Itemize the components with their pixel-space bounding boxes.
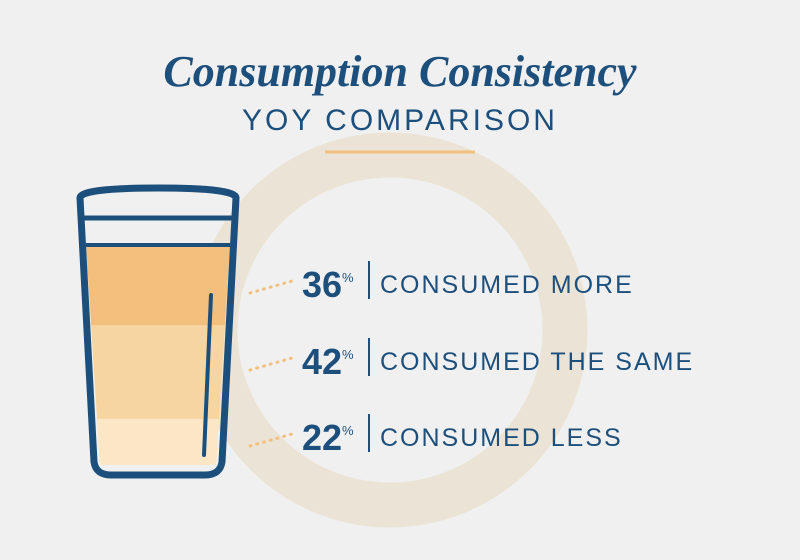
category-label: CONSUMED LESS [380, 424, 623, 452]
subtitle: YOY COMPARISON [242, 104, 558, 137]
liquid-layer [86, 325, 230, 419]
leader-dots [248, 279, 294, 295]
value-label: 42% [302, 341, 354, 382]
glass-shine [202, 293, 213, 457]
value-number: 36 [302, 264, 342, 305]
leader-dots [248, 356, 294, 372]
liquid-layer [86, 245, 230, 326]
value-label: 22% [302, 417, 354, 458]
liquid-layer [86, 418, 230, 465]
value-number: 42 [302, 341, 342, 382]
value-unit: % [342, 423, 354, 438]
category-label: CONSUMED THE SAME [380, 348, 694, 376]
background-ring [192, 132, 588, 528]
value-label: 36% [302, 264, 354, 305]
title: Consumption Consistency [163, 47, 637, 96]
value-unit: % [342, 347, 354, 362]
value-unit: % [342, 270, 354, 285]
value-number: 22 [302, 417, 342, 458]
glass-outline [76, 184, 240, 479]
leader-dots [248, 432, 294, 448]
liquid [86, 245, 230, 465]
category-label: CONSUMED MORE [380, 271, 634, 299]
